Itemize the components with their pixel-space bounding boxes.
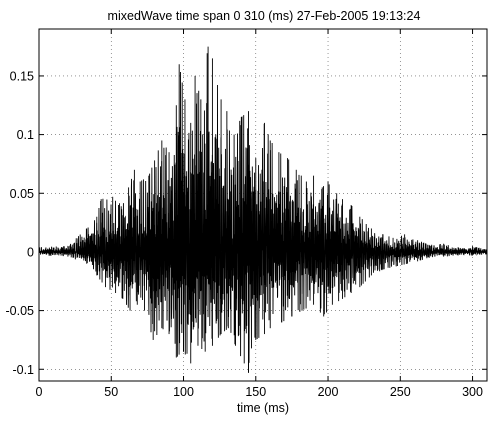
waveform-layer xyxy=(38,46,488,373)
y-tick-label: 0.1 xyxy=(17,128,34,142)
y-tick-label: -0.05 xyxy=(6,304,35,318)
tick-layer: 0 50 100 150 200 250 300 -0.1 -0.05 0 0.05 0.1 0.15 xyxy=(6,29,487,399)
x-tick-label: 100 xyxy=(173,385,194,399)
y-tick-label: 0.15 xyxy=(10,69,34,83)
x-tick-label: 0 xyxy=(36,385,43,399)
x-tick-label: 250 xyxy=(390,385,411,399)
chart-title: mixedWave time span 0 310 (ms) 27-Feb-20… xyxy=(108,9,421,23)
x-tick-label: 200 xyxy=(318,385,339,399)
plot-frame xyxy=(38,28,488,382)
x-tick-label: 300 xyxy=(462,385,483,399)
x-axis-label: time (ms) xyxy=(237,401,289,415)
y-tick-label: -0.1 xyxy=(12,363,34,377)
x-tick-label: 50 xyxy=(104,385,118,399)
y-tick-label: 0.05 xyxy=(10,187,34,201)
x-tick-label: 150 xyxy=(245,385,266,399)
y-tick-label: 0 xyxy=(27,245,34,259)
waveform-line xyxy=(38,53,488,373)
